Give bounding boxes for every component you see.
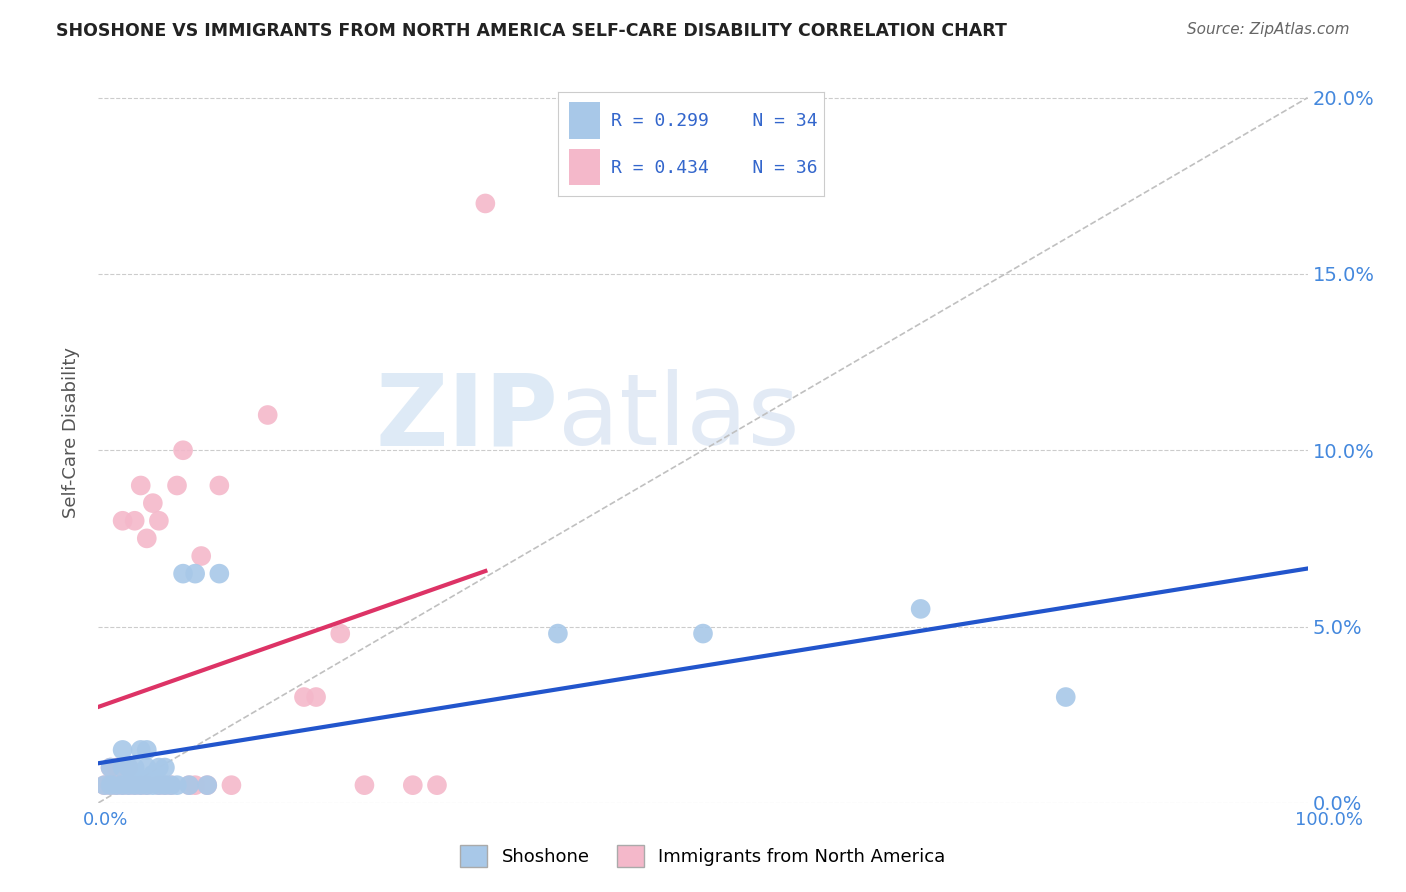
Point [111, 514, 134, 528]
Point [184, 778, 207, 792]
Point [208, 478, 231, 492]
Point [100, 760, 122, 774]
Point [111, 743, 134, 757]
Text: 100.0%: 100.0% [1295, 811, 1362, 829]
Point [135, 778, 157, 792]
Point [148, 514, 170, 528]
Point [118, 778, 141, 792]
Point [426, 778, 449, 792]
Text: Source: ZipAtlas.com: Source: ZipAtlas.com [1187, 22, 1350, 37]
Point [166, 478, 188, 492]
Point [172, 443, 194, 458]
Point [129, 778, 152, 792]
Point [142, 778, 165, 792]
Point [135, 532, 157, 546]
Point [221, 778, 243, 792]
Point [179, 778, 201, 792]
Point [256, 408, 278, 422]
Point [160, 778, 183, 792]
Legend: Shoshone, Immigrants from North America: Shoshone, Immigrants from North America [453, 838, 953, 874]
Text: ZIP: ZIP [375, 369, 558, 467]
Point [111, 778, 134, 792]
Point [124, 778, 146, 792]
Point [148, 778, 170, 792]
Point [910, 602, 932, 616]
Point [129, 778, 152, 792]
Point [124, 767, 146, 781]
Point [547, 626, 569, 640]
Y-axis label: Self-Care Disability: Self-Care Disability [62, 347, 80, 518]
Point [105, 778, 128, 792]
Point [129, 743, 152, 757]
Point [153, 778, 176, 792]
Point [329, 626, 352, 640]
Point [160, 778, 183, 792]
Point [124, 514, 146, 528]
Point [148, 778, 170, 792]
Point [692, 626, 714, 640]
Point [1054, 690, 1077, 704]
Point [305, 690, 328, 704]
Point [105, 760, 128, 774]
Point [111, 778, 134, 792]
Point [142, 767, 165, 781]
Point [195, 778, 218, 792]
Point [402, 778, 425, 792]
Point [124, 778, 146, 792]
Point [153, 760, 176, 774]
Point [118, 778, 141, 792]
Point [135, 743, 157, 757]
Text: atlas: atlas [558, 369, 800, 467]
Point [148, 760, 170, 774]
Text: 0.0%: 0.0% [83, 811, 128, 829]
Point [190, 549, 212, 563]
Point [135, 760, 157, 774]
Point [93, 778, 115, 792]
Point [118, 760, 141, 774]
Point [100, 778, 122, 792]
Point [124, 760, 146, 774]
Point [179, 778, 201, 792]
Point [105, 778, 128, 792]
Point [118, 760, 141, 774]
Point [129, 478, 152, 492]
Point [292, 690, 315, 704]
Point [135, 778, 157, 792]
Point [100, 778, 122, 792]
Point [166, 778, 188, 792]
Point [172, 566, 194, 581]
Point [153, 778, 176, 792]
Point [142, 496, 165, 510]
Point [100, 760, 122, 774]
Point [93, 778, 115, 792]
Text: SHOSHONE VS IMMIGRANTS FROM NORTH AMERICA SELF-CARE DISABILITY CORRELATION CHART: SHOSHONE VS IMMIGRANTS FROM NORTH AMERIC… [56, 22, 1007, 40]
Point [111, 760, 134, 774]
Point [208, 566, 231, 581]
Point [353, 778, 375, 792]
Point [184, 566, 207, 581]
Point [195, 778, 218, 792]
Point [474, 196, 496, 211]
